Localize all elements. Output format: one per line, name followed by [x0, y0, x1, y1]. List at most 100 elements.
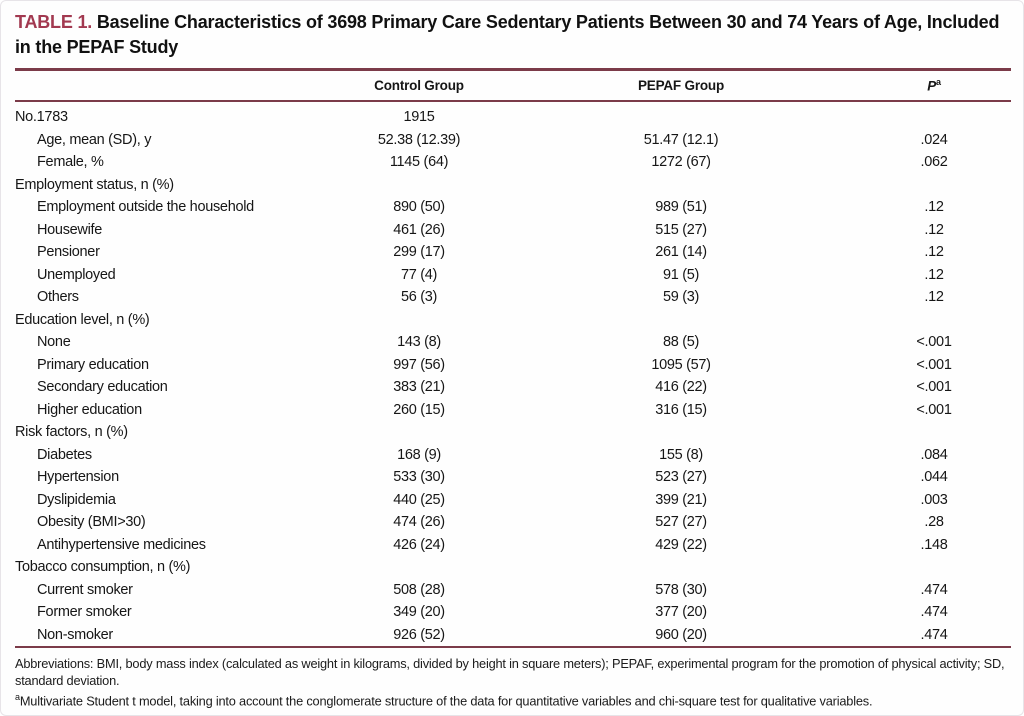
table-row: Age, mean (SD), y 52.38 (12.39) 51.47 (1… [15, 129, 1011, 152]
p-value: <.001 [916, 401, 952, 418]
p-value: .474 [920, 626, 948, 643]
pepaf-value: 51.47 (12.1) [643, 131, 719, 148]
p-value [857, 101, 1011, 129]
table-row: Antihypertensive medicines 426 (24) 429 … [15, 534, 1011, 557]
row-label: Primary education [37, 356, 149, 373]
table-row: Others 56 (3) 59 (3) .12 [15, 286, 1011, 309]
p-value: <.001 [916, 379, 952, 395]
control-value: 299 (17) [393, 244, 445, 260]
pepaf-value: 527 (27) [655, 514, 707, 530]
control-value: 383 (21) [393, 379, 445, 395]
p-value: .003 [920, 491, 948, 508]
control-value: 997 (56) [393, 356, 445, 373]
footnote-a: aMultivariate Student t model, taking in… [15, 689, 1009, 709]
table-title: TABLE 1. Baseline Characteristics of 369… [1, 1, 1023, 66]
pepaf-value: 377 (20) [655, 604, 707, 620]
p-value: .062 [920, 154, 948, 170]
table-row: Employment outside the household 890 (50… [15, 196, 1011, 219]
p-value [857, 174, 1011, 197]
table-title-text: Baseline Characteristics of 3698 Primary… [15, 12, 1000, 57]
header-pepaf-group: PEPAF Group [637, 78, 725, 93]
table-row: Non-smoker 926 (52) 960 (20) .474 [15, 624, 1011, 648]
p-value: .12 [924, 221, 944, 238]
table-section-row: Education level, n (%) [15, 309, 1011, 332]
control-value: 474 (26) [393, 514, 445, 530]
control-value: 440 (25) [393, 491, 445, 508]
table-number-label: TABLE 1. [15, 12, 93, 32]
pepaf-value: 960 (20) [655, 626, 707, 643]
row-label: None [37, 334, 71, 350]
table-row: Primary education 997 (56) 1095 (57) <.0… [15, 354, 1011, 377]
p-value: .148 [920, 536, 948, 553]
p-value: <.001 [916, 356, 952, 373]
control-value: 1145 (64) [389, 154, 449, 170]
table-header-row: Control Group PEPAF Group Pa [15, 69, 1011, 102]
pepaf-value: 578 (30) [655, 581, 707, 598]
row-label: Employment status, n (%) [15, 176, 174, 193]
row-label: Tobacco consumption, n (%) [15, 559, 191, 575]
p-value: .12 [924, 289, 944, 305]
row-label: Antihypertensive medicines [37, 536, 206, 553]
table-body: No.1783 1915 Age, mean (SD), y 52.38 (12… [15, 101, 1011, 647]
table-row: Unemployed 77 (4) 91 (5) .12 [15, 264, 1011, 287]
pepaf-value: 429 (22) [655, 536, 707, 553]
p-superscript: a [936, 77, 941, 88]
footnote-a-marker: a [15, 692, 20, 702]
p-value: .474 [920, 604, 948, 620]
row-label: Non-smoker [37, 626, 113, 643]
row-label: Former smoker [37, 604, 132, 620]
p-value: <.001 [916, 334, 952, 350]
row-label: Hypertension [37, 469, 119, 485]
pepaf-value: 59 (3) [662, 289, 700, 305]
p-label: P [927, 78, 936, 94]
p-value: .12 [924, 244, 944, 260]
control-value [333, 174, 505, 197]
p-value [857, 421, 1011, 444]
footnote-a-text: Multivariate Student t model, taking int… [19, 693, 873, 709]
pepaf-value: 515 (27) [655, 221, 707, 238]
control-value: 533 (30) [393, 469, 445, 485]
table-row: Housewife 461 (26) 515 (27) .12 [15, 219, 1011, 242]
row-label: Employment outside the household [37, 199, 254, 215]
control-value: 77 (4) [400, 266, 438, 283]
control-value [333, 421, 505, 444]
table-header: Control Group PEPAF Group Pa [15, 69, 1011, 102]
pepaf-value [505, 174, 857, 197]
abbreviations-note: Abbreviations: BMI, body mass index (cal… [15, 656, 1005, 688]
row-label: Unemployed [37, 266, 116, 283]
footnotes: Abbreviations: BMI, body mass index (cal… [15, 655, 1009, 709]
control-value: 926 (52) [393, 626, 445, 643]
table-row: Hypertension 533 (30) 523 (27) .044 [15, 466, 1011, 489]
row-label: Diabetes [37, 446, 92, 463]
pepaf-value [505, 421, 857, 444]
table-section-row: Employment status, n (%) [15, 174, 1011, 197]
control-value [333, 309, 505, 332]
table-row: Female, % 1145 (64) 1272 (67) .062 [15, 151, 1011, 174]
table-row: Diabetes 168 (9) 155 (8) .084 [15, 444, 1011, 467]
pepaf-value [505, 556, 857, 579]
row-label: No.1783 [15, 109, 68, 125]
control-value: 1915 [403, 109, 435, 125]
p-value: .12 [924, 266, 944, 283]
pepaf-value: 989 (51) [655, 199, 707, 215]
row-label: Pensioner [37, 244, 100, 260]
row-label: Others [37, 289, 79, 305]
header-characteristic [15, 70, 333, 102]
table-row: Former smoker 349 (20) 377 (20) .474 [15, 601, 1011, 624]
row-label: Education level, n (%) [15, 311, 150, 328]
row-label: Obesity (BMI>30) [37, 514, 146, 530]
p-value: .024 [920, 131, 948, 148]
pepaf-value: 91 (5) [662, 266, 700, 283]
pepaf-value [505, 101, 857, 129]
header-p-value: Pa [857, 70, 1011, 102]
baseline-characteristics-table: Control Group PEPAF Group Pa No.1783 191… [15, 68, 1011, 648]
row-label: Higher education [37, 401, 142, 418]
p-value [857, 556, 1011, 579]
control-value: 52.38 (12.39) [377, 131, 461, 148]
pepaf-value [505, 309, 857, 332]
pepaf-value: 261 (14) [655, 244, 707, 260]
table-section-row: Tobacco consumption, n (%) [15, 556, 1011, 579]
control-value: 461 (26) [393, 221, 445, 238]
p-value: .12 [924, 199, 944, 215]
